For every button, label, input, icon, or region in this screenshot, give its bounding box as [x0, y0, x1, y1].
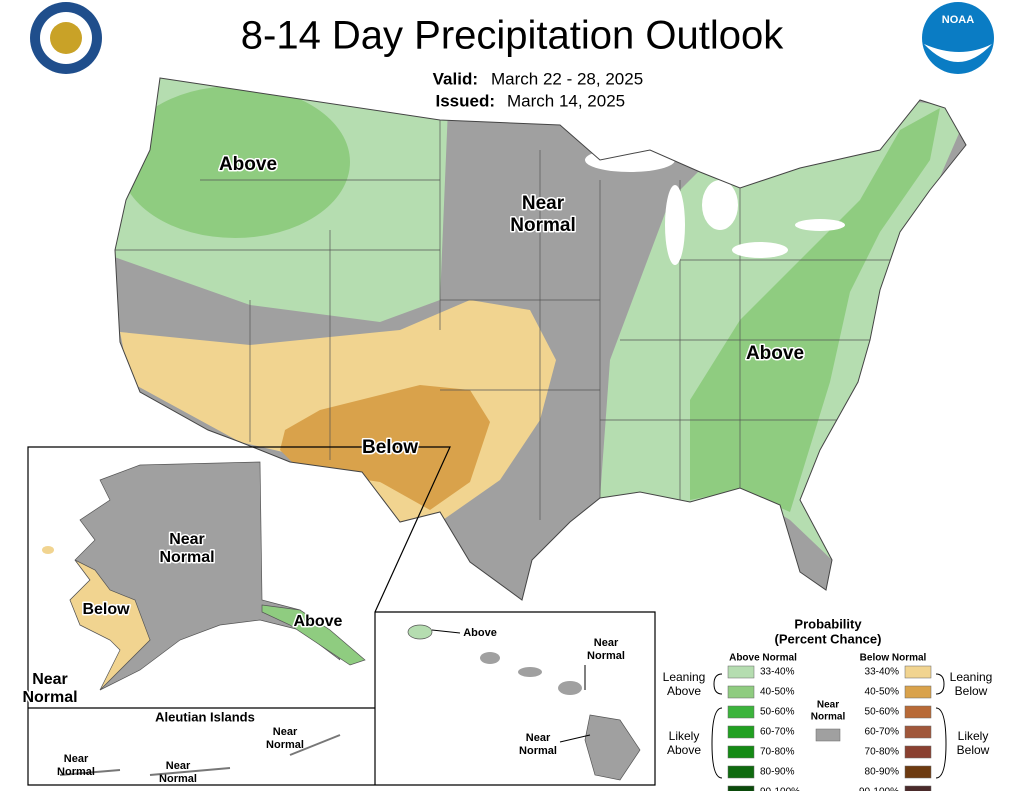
- region-label: Normal: [22, 689, 77, 706]
- legend-swatch: [815, 728, 841, 742]
- legend-range: 33-40%: [865, 667, 900, 678]
- us-outline: [114, 77, 967, 601]
- legend-range: 33-40%: [760, 667, 795, 678]
- aleutian-islands: [59, 734, 341, 776]
- legend-near-normal: Normal: [811, 712, 846, 723]
- legend-swatch: [904, 665, 932, 679]
- region-label: Near: [273, 726, 298, 738]
- alaska: [42, 461, 366, 691]
- region-label: Normal: [159, 549, 214, 566]
- valid-dates: March 22 - 28, 2025: [491, 69, 643, 88]
- legend-group: Above: [667, 684, 701, 698]
- legend-subtitle: (Percent Chance): [775, 631, 882, 646]
- legend-swatch: [727, 765, 755, 779]
- valid-label: Valid:: [433, 69, 478, 88]
- legend-title: Probability: [794, 616, 862, 631]
- region-label: Above: [746, 343, 804, 364]
- region-label: Near: [522, 193, 565, 214]
- region-label: Near: [169, 531, 205, 548]
- legend-swatch: [904, 685, 932, 699]
- legend-braces: [711, 673, 947, 779]
- legend-swatch: [727, 685, 755, 699]
- region-label: Normal: [57, 766, 95, 778]
- region-label: Near: [526, 732, 551, 744]
- legend-range: 50-60%: [865, 707, 900, 718]
- noaa-text: NOAA: [942, 14, 974, 26]
- legend-range: 40-50%: [865, 687, 900, 698]
- region-label: Above: [294, 613, 343, 630]
- legend-range: 60-70%: [865, 727, 900, 738]
- below-heading: Below Normal: [860, 653, 927, 664]
- legend-range: 90-100%: [760, 787, 800, 791]
- legend-swatch: [727, 725, 755, 739]
- legend-range: 60-70%: [760, 727, 795, 738]
- inset-frames: [27, 446, 656, 786]
- noaa-logo: NOAA: [922, 2, 994, 74]
- legend-swatch: [904, 785, 932, 791]
- hawaii: [407, 624, 641, 781]
- region-label: Near: [594, 637, 619, 649]
- legend-swatch: [904, 705, 932, 719]
- issued-label: Issued:: [435, 91, 495, 110]
- legend-swatch: [727, 665, 755, 679]
- region-label: Normal: [519, 745, 557, 757]
- legend-group: Above: [667, 743, 701, 757]
- legend-group: Leaning: [950, 670, 993, 684]
- legend: Probability(Percent Chance) Above Normal B…: [663, 616, 993, 791]
- legend-near-normal: Near: [817, 700, 839, 711]
- aleutians-title: Aleutian Islands: [155, 709, 255, 724]
- region-label: Near: [166, 760, 191, 772]
- great-lakes: [585, 148, 845, 265]
- legend-swatch: [727, 785, 755, 791]
- commerce-seal: [30, 2, 102, 74]
- legend-range: 50-60%: [760, 707, 795, 718]
- legend-range: 40-50%: [760, 687, 795, 698]
- region-label: Below: [362, 437, 418, 458]
- title: 8-14 Day Precipitation Outlook: [241, 14, 785, 58]
- region-label: Below: [82, 601, 130, 618]
- legend-range: 80-90%: [865, 767, 900, 778]
- legend-range: 90-100%: [859, 787, 899, 791]
- legend-swatch: [904, 725, 932, 739]
- region-label: Normal: [159, 773, 197, 785]
- legend-range: 70-80%: [760, 747, 795, 758]
- legend-range: 80-90%: [760, 767, 795, 778]
- region-label: Near: [64, 753, 89, 765]
- region-label: Normal: [510, 215, 575, 236]
- legend-range: 70-80%: [865, 747, 900, 758]
- region-label: Normal: [266, 739, 304, 751]
- legend-group: Below: [955, 684, 988, 698]
- region-label: Above: [219, 154, 277, 175]
- legend-swatch: [727, 705, 755, 719]
- region-label: Near: [32, 671, 68, 688]
- legend-swatch: [904, 745, 932, 759]
- legend-swatch: [904, 765, 932, 779]
- legend-swatch: [727, 745, 755, 759]
- map-labels: AboveNearNormalAboveBelowNearNormalBelow…: [21, 153, 806, 785]
- legend-group: Likely: [958, 729, 989, 743]
- region-label: Above: [463, 627, 497, 639]
- above-heading: Above Normal: [729, 653, 797, 664]
- issued-date: March 14, 2025: [507, 91, 625, 110]
- legend-group: Below: [957, 743, 990, 757]
- legend-group: Likely: [669, 729, 700, 743]
- region-label: Normal: [587, 650, 625, 662]
- legend-group: Leaning: [663, 670, 706, 684]
